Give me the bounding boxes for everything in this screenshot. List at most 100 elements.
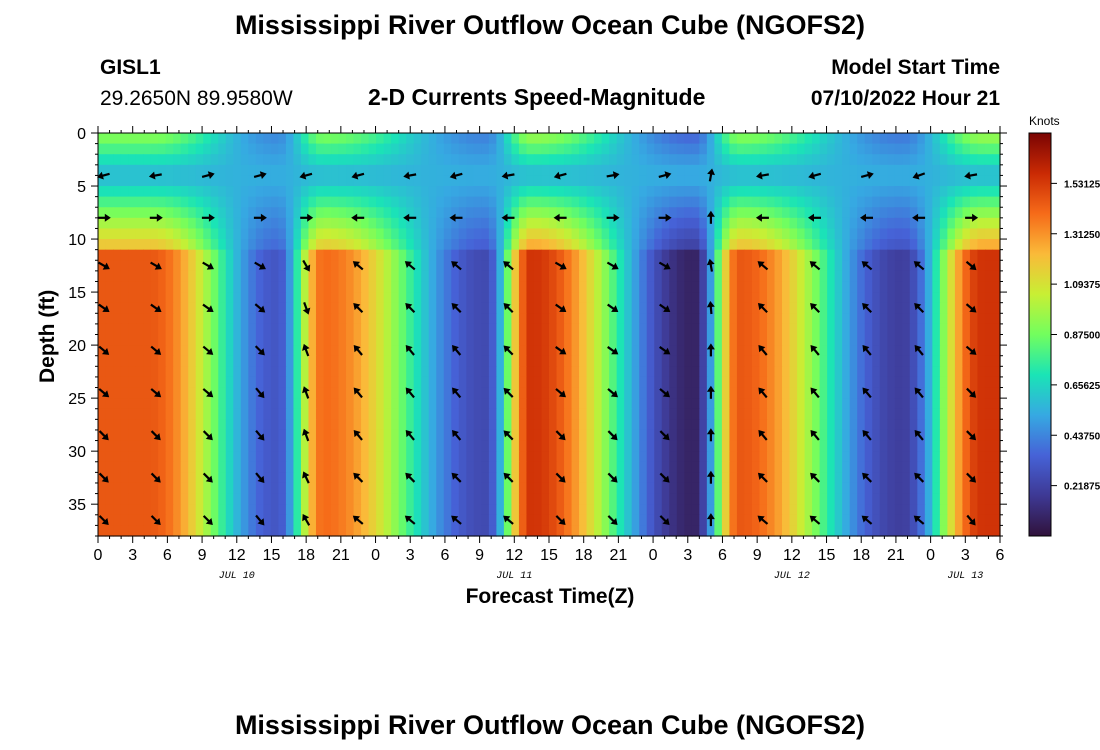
heat-cell [518, 228, 528, 240]
heat-cell [338, 164, 347, 177]
heat-cell [954, 440, 964, 452]
heat-cell [533, 292, 543, 304]
heat-cell [684, 398, 693, 410]
heat-cell [150, 270, 159, 283]
heat-cell [526, 398, 535, 410]
heat-cell [834, 525, 843, 537]
heat-cell [135, 514, 144, 526]
heat-cell [503, 164, 513, 177]
heat-cell [331, 376, 340, 389]
heat-cell [120, 186, 129, 198]
heat-cell [917, 260, 926, 272]
heat-cell [353, 355, 362, 367]
heat-cell [932, 398, 941, 410]
heat-cell [684, 451, 693, 463]
heat-cell [894, 292, 903, 304]
heat-cell [834, 270, 843, 283]
heat-cell [887, 239, 896, 251]
heat-cell [601, 482, 610, 495]
heat-cell [113, 525, 122, 537]
heat-cell [518, 143, 528, 155]
heat-cell [240, 472, 249, 484]
heat-cell [421, 175, 430, 187]
current-vector [607, 472, 618, 483]
heat-cell [789, 154, 798, 166]
heat-cell [691, 175, 700, 187]
heat-cell [699, 164, 708, 177]
heat-cell [924, 239, 933, 251]
heat-cell [496, 376, 505, 389]
heat-cell [338, 504, 347, 516]
heat-cell [654, 398, 663, 410]
heat-cell [917, 270, 926, 283]
heat-cell [947, 313, 956, 325]
heat-cell [939, 482, 948, 495]
heat-cell [270, 504, 279, 516]
heat-cell [488, 366, 497, 378]
heat-cell [263, 408, 272, 420]
heat-cell [759, 525, 768, 537]
heat-cell [218, 461, 227, 473]
heat-cell [338, 398, 347, 410]
heat-cell [834, 175, 843, 187]
heat-cell [549, 472, 558, 484]
heat-cell [331, 154, 340, 166]
heat-cell [391, 196, 400, 208]
heat-cell [714, 133, 723, 145]
heat-cell [270, 493, 279, 505]
heat-cell [586, 376, 595, 389]
heat-cell [872, 207, 881, 219]
heat-cell [939, 186, 948, 198]
heat-cell [789, 164, 798, 177]
heat-cell [729, 493, 738, 505]
current-vector [966, 472, 977, 483]
heat-cell [488, 334, 497, 346]
heat-cell [466, 482, 475, 495]
heat-cell [609, 504, 618, 516]
heat-cell [413, 217, 422, 230]
heat-cell [774, 504, 783, 516]
heat-cell [428, 239, 437, 251]
heat-cell [609, 292, 618, 304]
heat-cell [383, 239, 392, 251]
heat-cell [661, 334, 670, 346]
heat-cell [549, 154, 558, 166]
heat-cell [782, 429, 791, 442]
heat-cell [398, 461, 407, 473]
heat-cell [353, 398, 362, 410]
heat-cell [105, 408, 114, 420]
heat-cell [857, 249, 866, 261]
heat-cell [451, 451, 460, 463]
heat-cell [887, 345, 896, 357]
heat-cell [676, 345, 685, 357]
heat-cell [977, 196, 986, 208]
heat-cell [857, 164, 866, 177]
heat-cell [819, 175, 828, 187]
heat-cell [549, 440, 558, 452]
heat-cell [962, 398, 971, 410]
heat-cell [684, 133, 693, 145]
heat-cell [766, 461, 776, 473]
heat-cell [789, 451, 798, 463]
current-vector [914, 303, 925, 314]
heat-cell [789, 345, 798, 357]
heat-cell [436, 302, 445, 314]
heat-cell [782, 366, 791, 378]
heat-cell [684, 334, 693, 346]
heat-cell [195, 451, 204, 463]
heat-cell [248, 514, 257, 526]
heat-cell [676, 323, 685, 336]
heat-cell [977, 482, 986, 495]
x-tick-label: 18 [852, 547, 870, 564]
heat-cell [240, 133, 249, 145]
heat-cell [503, 408, 513, 420]
heat-cell [511, 472, 520, 484]
heat-cell [398, 493, 407, 505]
heat-cell [804, 260, 813, 272]
heat-cell [594, 525, 603, 537]
heat-cell [721, 398, 730, 410]
heat-cell [857, 334, 866, 346]
heat-cell [924, 472, 933, 484]
heat-cell [744, 334, 753, 346]
heat-cell [571, 164, 580, 177]
